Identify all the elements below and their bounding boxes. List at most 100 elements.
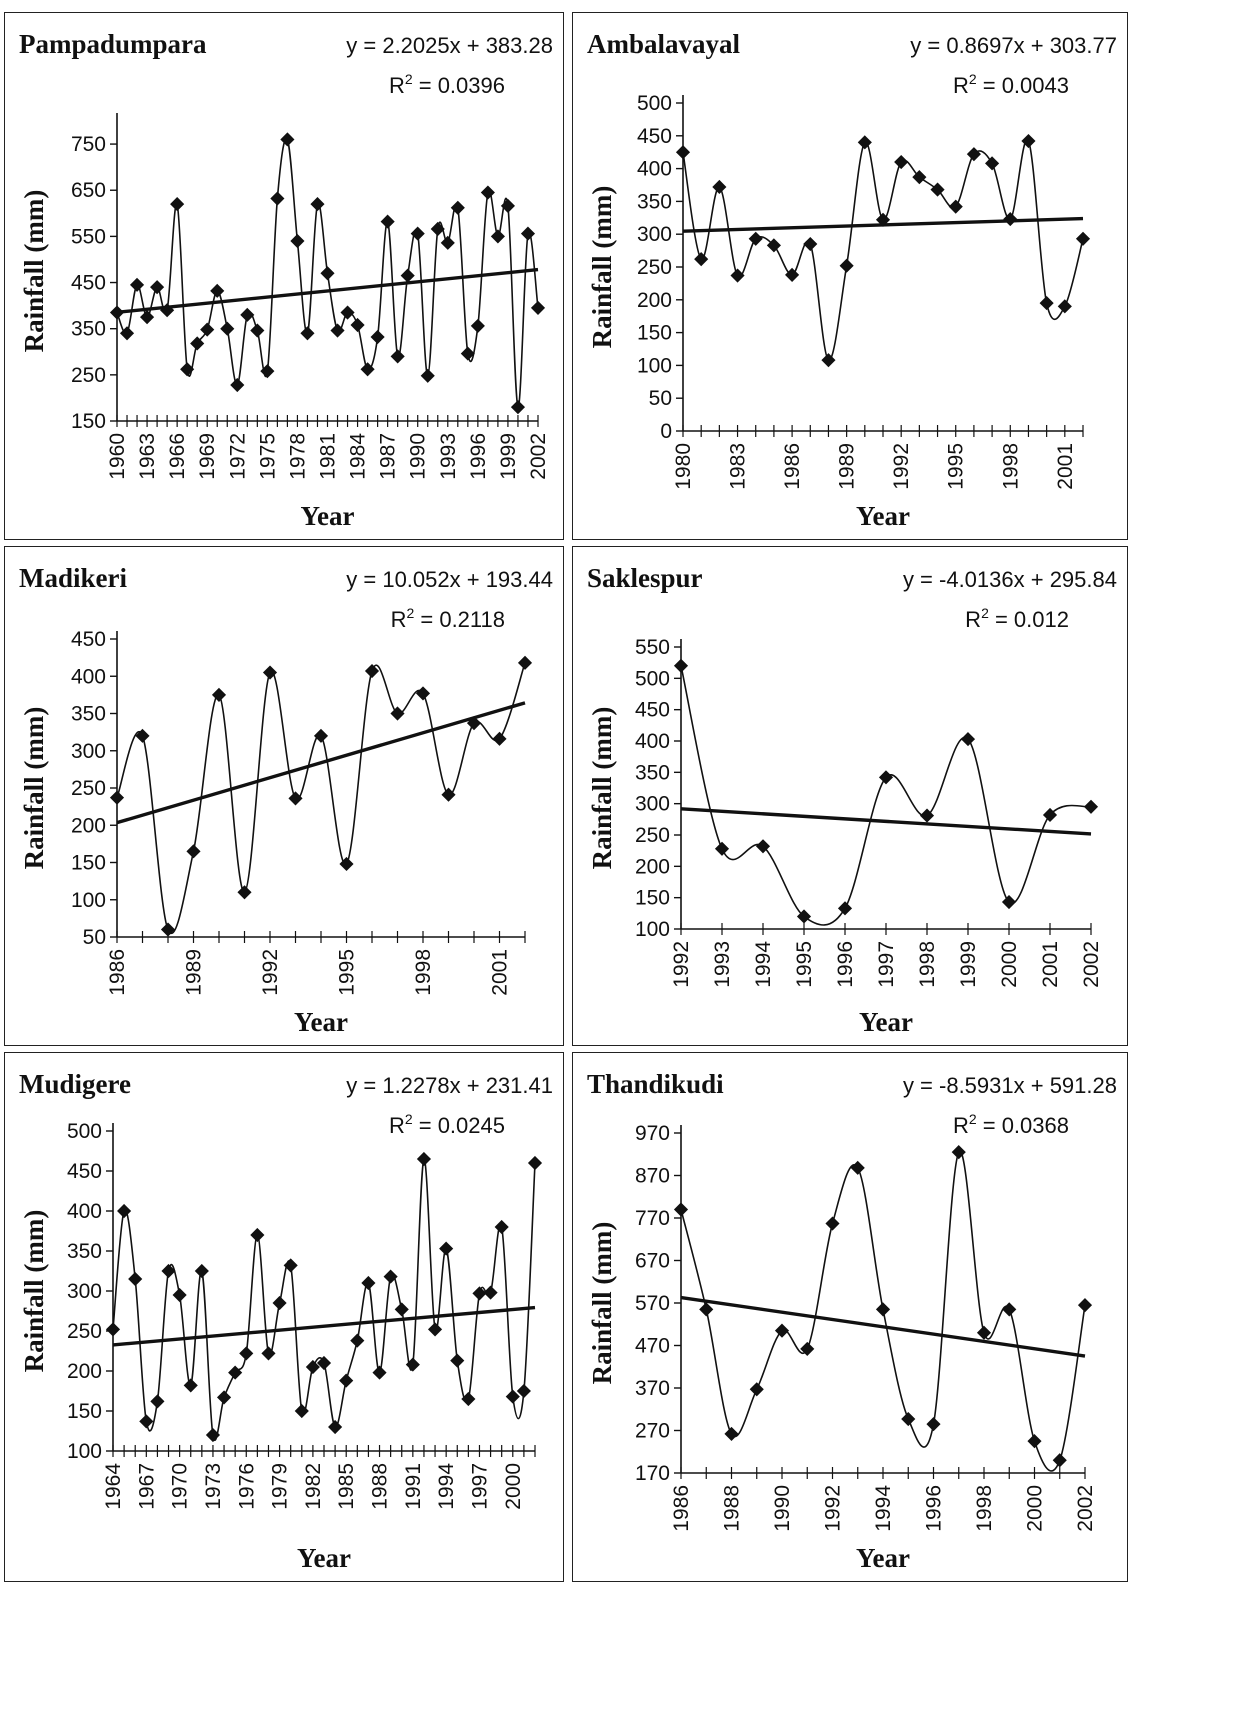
trend-line (112, 1305, 536, 1347)
data-point-marker (313, 728, 329, 743)
y-tick-label: 300 (67, 1280, 102, 1303)
x-tick-label: 2002 (1074, 1485, 1097, 1532)
data-point-marker (1075, 231, 1091, 246)
data-point-marker (186, 844, 201, 859)
data-point-marker (1027, 1434, 1042, 1449)
data-point-marker (430, 221, 445, 237)
data-point-marker (490, 229, 505, 244)
data-point-marker (290, 233, 305, 249)
data-point-marker (260, 364, 275, 379)
x-tick-label: 1996 (923, 1485, 946, 1532)
x-tick-label: 2001 (1039, 941, 1062, 988)
x-tick-label: 2001 (489, 949, 512, 996)
y-tick-label: 50 (83, 926, 106, 949)
y-tick-label: 50 (649, 387, 672, 410)
data-point-marker (450, 200, 465, 215)
x-tick-label: 1988 (721, 1485, 744, 1532)
y-tick-label: 500 (635, 667, 670, 690)
data-point-marker (466, 716, 482, 731)
data-point-marker (460, 346, 475, 361)
data-point-marker (160, 922, 176, 937)
x-tick-label: 1973 (202, 1463, 225, 1510)
y-tick-label: 500 (67, 1120, 102, 1143)
x-tick-label: 1998 (412, 949, 435, 996)
data-point-marker (441, 787, 456, 802)
x-tick-label: 2000 (1024, 1485, 1047, 1532)
data-point-marker (300, 326, 315, 341)
x-tick-label: 1997 (875, 941, 898, 988)
data-point-marker (470, 318, 485, 333)
data-point-marker (894, 154, 909, 170)
data-point-marker (494, 1219, 509, 1235)
x-tick-label: 1992 (890, 443, 913, 490)
data-point-marker (930, 182, 945, 197)
trendline-equation: y = 1.2278x + 231.41 (346, 1073, 553, 1098)
data-point-marker (857, 135, 872, 150)
data-point-marker (390, 349, 405, 364)
x-tick-label: 1978 (286, 433, 309, 480)
data-point-marker (1039, 296, 1054, 311)
data-point-marker (310, 197, 325, 212)
data-point-marker (316, 1355, 332, 1371)
data-point-marker (730, 268, 745, 283)
rainfall-series-line (682, 138, 1084, 362)
data-point-marker (129, 277, 145, 292)
data-point-marker (364, 663, 380, 679)
data-point-marker (394, 1302, 409, 1317)
data-point-marker (472, 1286, 487, 1301)
x-tick-label: 1980 (672, 443, 695, 490)
data-point-marker (415, 686, 431, 701)
data-point-marker (440, 235, 455, 250)
data-point-marker (339, 856, 354, 872)
data-point-marker (694, 252, 709, 267)
y-tick-label: 450 (71, 272, 106, 295)
x-tick-label: 1989 (183, 949, 206, 996)
data-point-marker (712, 179, 727, 195)
data-point-marker (109, 305, 125, 320)
data-point-marker (1052, 1453, 1067, 1468)
data-point-marker (755, 839, 771, 854)
data-point-marker (210, 283, 225, 298)
x-tick-label: 1993 (437, 433, 460, 480)
x-tick-label: 2002 (527, 433, 550, 480)
y-tick-label: 670 (635, 1250, 670, 1273)
data-point-marker (239, 1346, 254, 1361)
data-point-marker (926, 1417, 941, 1432)
y-tick-label: 100 (71, 889, 106, 912)
y-tick-label: 350 (67, 1240, 102, 1263)
data-point-marker (517, 655, 533, 670)
y-axis-label: Rainfall (mm) (587, 186, 617, 349)
data-point-marker (912, 170, 927, 185)
data-point-marker (140, 310, 155, 325)
data-point-marker (960, 732, 976, 747)
data-point-marker (194, 1263, 209, 1279)
data-point-marker (180, 362, 195, 377)
data-point-marker (150, 1394, 165, 1409)
data-point-marker (350, 317, 365, 333)
y-tick-label: 370 (635, 1377, 670, 1400)
x-tick-label: 1985 (335, 1463, 358, 1510)
data-point-marker (128, 1271, 143, 1287)
data-point-marker (250, 1227, 265, 1243)
y-tick-label: 550 (635, 636, 670, 659)
data-point-marker (328, 1419, 343, 1435)
data-point-marker (228, 1365, 243, 1380)
data-point-marker (714, 841, 730, 856)
data-point-marker (200, 322, 215, 337)
data-point-marker (675, 145, 691, 160)
y-tick-label: 470 (635, 1335, 670, 1358)
x-tick-label: 1991 (402, 1463, 425, 1510)
data-point-marker (183, 1378, 198, 1393)
data-point-marker (1077, 1298, 1093, 1313)
data-point-marker (673, 658, 689, 673)
y-axis-label: Rainfall (mm) (587, 1222, 617, 1385)
data-point-marker (483, 1285, 498, 1300)
x-tick-label: 1988 (369, 1463, 392, 1510)
x-tick-label: 2000 (502, 1463, 525, 1510)
y-tick-label: 750 (71, 133, 106, 156)
chart-svg-thandikudi: Thandikudi y = -8.5931x + 591.28 R2 = 0.03… (587, 1069, 1117, 1573)
x-tick-label: 1993 (711, 941, 734, 988)
chart-svg-madikeri: Madikeri y = 10.052x + 193.44 R2 = 0.2118 5… (19, 563, 553, 1037)
x-tick-label: 1996 (467, 433, 490, 480)
x-tick-label: 1990 (407, 433, 430, 480)
